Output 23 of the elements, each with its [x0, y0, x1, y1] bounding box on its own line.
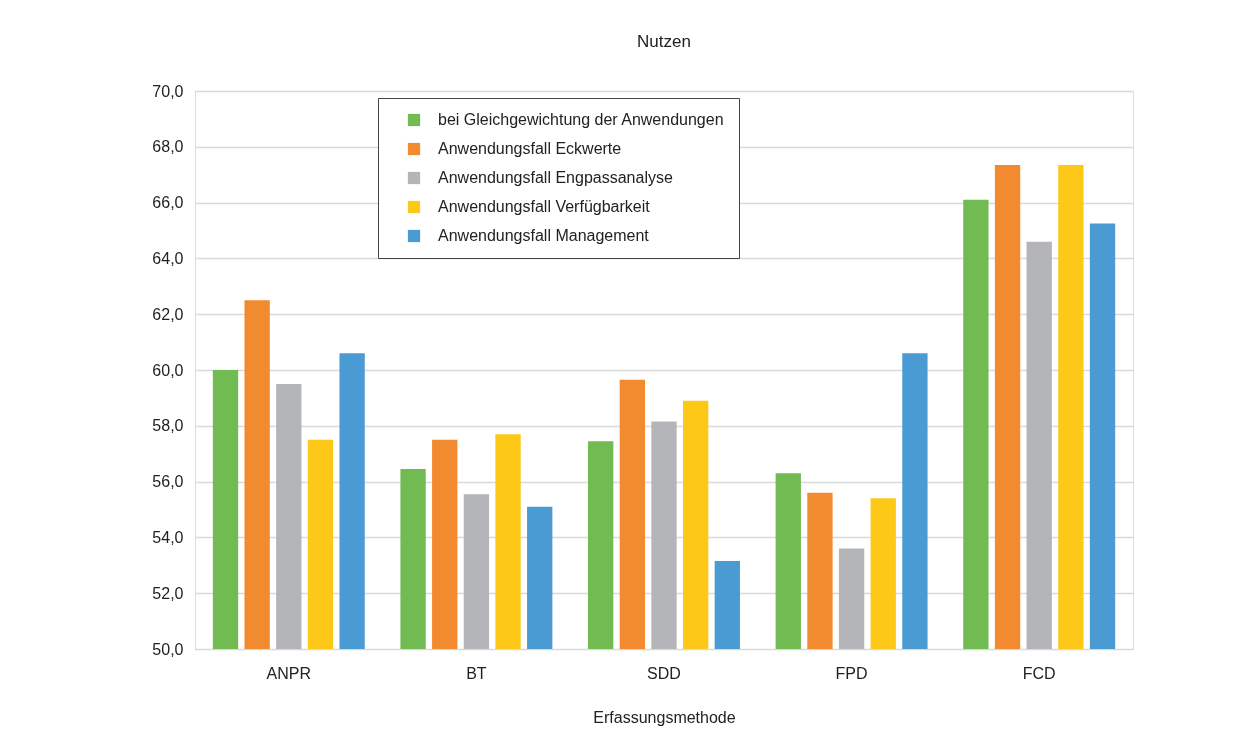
y-tick-label: 56,0	[152, 473, 184, 491]
x-tick-label: BT	[466, 664, 487, 682]
legend-label: bei Gleichgewichtung der Anwendungen	[438, 111, 724, 128]
y-tick-label: 60,0	[152, 361, 184, 379]
y-tick-label: 54,0	[152, 528, 184, 546]
x-tick-label: FCD	[1022, 664, 1056, 682]
x-tick-label: FPD	[835, 664, 868, 682]
y-tick-label: 52,0	[152, 584, 184, 602]
legend-label: Anwendungsfall Eckwerte	[438, 140, 622, 157]
y-tick-label: 68,0	[152, 138, 184, 156]
y-tick-label: 58,0	[152, 417, 184, 435]
y-tick-label: 62,0	[152, 305, 184, 323]
y-tick-label: 66,0	[152, 194, 184, 212]
y-tick-label: 70,0	[152, 82, 184, 100]
chart-title: Nutzen	[637, 32, 691, 51]
x-tick-label: SDD	[647, 664, 681, 682]
y-tick-label: 64,0	[152, 249, 184, 267]
x-axis-title: Erfassungsmethode	[593, 708, 736, 726]
y-tick-label: 50,0	[152, 640, 184, 658]
legend-label: Anwendungsfall Management	[438, 227, 650, 244]
legend-label: Anwendungsfall Verfügbarkeit	[438, 198, 651, 215]
legend-label: Anwendungsfall Engpassanalyse	[438, 169, 673, 186]
x-tick-label: ANPR	[266, 664, 312, 682]
